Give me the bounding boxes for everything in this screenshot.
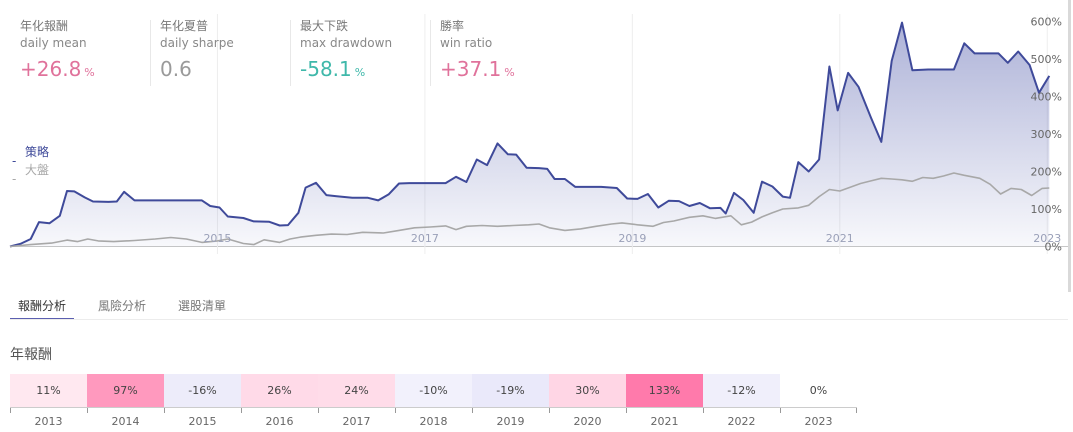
metric-value: 0.6 (160, 57, 192, 81)
annual-return-column: 26% 2016 (241, 374, 318, 432)
annual-year-label: 2021 (626, 407, 703, 432)
metric-label-zh: 年化報酬 (20, 19, 69, 33)
tabs-divider (10, 319, 1068, 320)
legend-label: 大盤 (25, 163, 50, 177)
annual-return-cell[interactable]: -16% (164, 374, 241, 407)
metric-value: -58.1 (300, 57, 352, 81)
metric-label-zh: 年化夏普 (160, 19, 209, 33)
annual-return-cell[interactable]: 133% (626, 374, 703, 407)
annual-return-column: 24% 2017 (318, 374, 395, 432)
annual-return-column: 30% 2020 (549, 374, 626, 432)
analysis-tabs: 報酬分析 風險分析 選股清單 (10, 291, 250, 320)
annual-year-label: 2023 (780, 407, 857, 432)
annual-return-cell[interactable]: 97% (87, 374, 164, 407)
metric-label-en: daily sharpe (160, 36, 234, 50)
scrollbar[interactable] (1068, 0, 1071, 292)
annual-return-title: 年報酬 (10, 347, 52, 363)
annual-return-column: -16% 2015 (164, 374, 241, 432)
metric-label-zh: 勝率 (440, 19, 465, 33)
annual-return-column: -19% 2019 (472, 374, 549, 432)
metric-label-en: daily mean (20, 36, 87, 50)
performance-chart: 0% 100% 200% 300% 400% 500% 600% 2015 2017 2019 20… (9, 14, 1068, 254)
y-tick-label: 300% (1031, 128, 1062, 141)
metrics-panel: 年化報酬 daily mean +26.8% 年化夏普 daily sharpe… (20, 18, 580, 92)
annual-return-cell[interactable]: 26% (241, 374, 318, 407)
metric-sharpe: 年化夏普 daily sharpe 0.6 (150, 18, 300, 92)
metric-max-drawdown: 最大下跌 max drawdown -58.1% (290, 18, 440, 92)
annual-year-label: 2014 (87, 407, 164, 432)
x-tick-label: 2017 (411, 232, 439, 245)
tab-stock-list[interactable]: 選股清單 (178, 299, 227, 313)
x-tick-label: 2021 (826, 232, 854, 245)
legend-marker: - (12, 153, 17, 168)
annual-return-cell[interactable]: 24% (318, 374, 395, 407)
benchmark-line (9, 172, 1050, 248)
x-tick-label: 2023 (1033, 232, 1061, 245)
strategy-area (10, 22, 1050, 247)
annual-year-label: 2016 (241, 407, 318, 432)
metric-label-en: win ratio (440, 36, 493, 50)
legend-item-strategy[interactable]: - 策略 (12, 143, 50, 168)
tab-return-analysis[interactable]: 報酬分析 (10, 291, 75, 320)
annual-year-label: 2020 (549, 407, 626, 432)
tab-risk-analysis[interactable]: 風險分析 (98, 299, 147, 313)
metric-value: +37.1 (440, 57, 502, 81)
annual-year-label: 2019 (472, 407, 549, 432)
annual-return-column: 97% 2014 (87, 374, 164, 432)
annual-year-label: 2015 (164, 407, 241, 432)
metric-value: +26.8 (20, 57, 82, 81)
metric-unit: % (504, 66, 515, 79)
annual-year-label: 2022 (703, 407, 780, 432)
chart-legend: - 策略 - 大盤 (12, 143, 50, 186)
y-tick-label: 600% (1031, 16, 1062, 29)
annual-return-column: 0% 2023 (780, 374, 857, 432)
metric-win-ratio: 勝率 win ratio +37.1% (430, 18, 580, 92)
annual-year-label: 2017 (318, 407, 395, 432)
y-tick-label: 500% (1031, 53, 1062, 66)
metric-label-en: max drawdown (300, 36, 393, 50)
strategy-line (9, 21, 1051, 248)
y-tick-label: 0% (1045, 241, 1062, 254)
annual-year-label: 2018 (395, 407, 472, 432)
legend-label: 策略 (25, 145, 50, 159)
metric-unit: % (84, 66, 95, 79)
annual-return-cell[interactable]: 11% (10, 374, 87, 407)
y-tick-label: 400% (1031, 91, 1062, 104)
annual-return-cell[interactable]: -19% (472, 374, 549, 407)
x-tick-label: 2015 (203, 232, 231, 245)
metric-label-zh: 最大下跌 (300, 19, 349, 33)
annual-return-cell[interactable]: 0% (780, 374, 857, 407)
annual-return-column: 133% 2021 (626, 374, 703, 432)
annual-return-column: -10% 2018 (395, 374, 472, 432)
annual-return-column: -12% 2022 (703, 374, 780, 432)
annual-year-label: 2013 (10, 407, 87, 432)
annual-return-cell[interactable]: -10% (395, 374, 472, 407)
y-tick-label: 200% (1031, 166, 1062, 179)
annual-return-heatmap: 11% 2013 97% 2014 -16% 2015 26% 2016 24% 2017 -10%… (10, 374, 857, 432)
x-tick-label: 2019 (618, 232, 646, 245)
legend-item-benchmark[interactable]: - 大盤 (12, 161, 50, 186)
metric-unit: % (354, 66, 366, 79)
annual-return-cell[interactable]: 30% (549, 374, 626, 407)
annual-return-cell[interactable]: -12% (703, 374, 780, 407)
legend-marker: - (12, 171, 17, 186)
metric-annual-return: 年化報酬 daily mean +26.8% (20, 18, 160, 92)
annual-return-column: 11% 2013 (10, 374, 87, 432)
y-tick-label: 100% (1031, 203, 1062, 216)
